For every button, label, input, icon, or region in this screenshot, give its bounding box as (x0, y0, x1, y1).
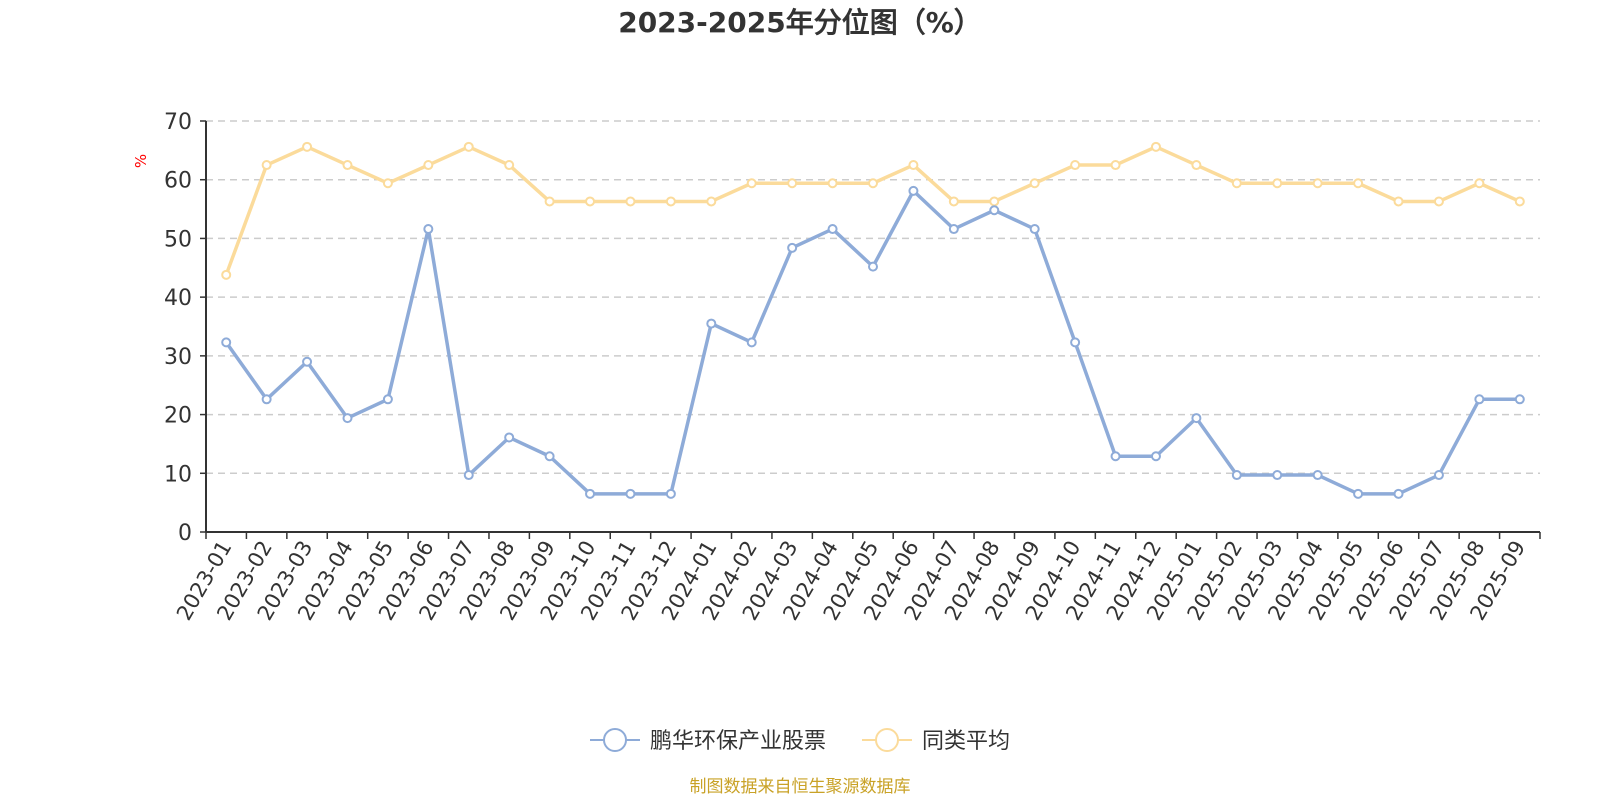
y-tick-label: 60 (164, 169, 192, 194)
series-line (224, 189, 1520, 496)
data-point (868, 178, 878, 189)
data-point (221, 269, 232, 280)
data-point (342, 160, 353, 171)
data-point (261, 394, 272, 405)
data-point (1110, 451, 1121, 462)
data-point (948, 224, 959, 235)
data-point (423, 224, 434, 235)
data-point (787, 178, 798, 189)
series-1 (221, 141, 1525, 280)
data-point (504, 432, 515, 443)
data-point (423, 160, 434, 171)
data-point (1474, 178, 1485, 189)
y-tick-label: 30 (164, 345, 192, 370)
data-point (1272, 470, 1283, 481)
data-point (1272, 178, 1283, 189)
data-point (908, 160, 919, 171)
data-point (261, 160, 272, 171)
source-note: 制图数据来自恒生聚源数据库 (690, 777, 911, 797)
data-point (1312, 470, 1323, 481)
data-point (787, 242, 798, 253)
data-point (1231, 178, 1242, 189)
data-point (665, 488, 676, 499)
data-point (463, 470, 474, 481)
data-point (544, 451, 555, 462)
data-point (1393, 196, 1404, 207)
data-point (1312, 178, 1323, 189)
data-point (706, 318, 717, 329)
data-point (625, 196, 636, 207)
data-point (1110, 160, 1121, 171)
data-point (908, 185, 919, 196)
data-point (585, 196, 596, 207)
data-point (463, 141, 474, 152)
legend-item[interactable]: 同类平均 (862, 728, 1010, 754)
series-lines (221, 141, 1525, 499)
data-point (1433, 196, 1444, 207)
data-point (989, 196, 1000, 207)
data-point (1029, 178, 1040, 189)
data-point (1150, 141, 1161, 152)
data-point (1514, 394, 1525, 405)
y-tick-label: 20 (164, 404, 192, 429)
data-point (827, 224, 838, 235)
data-point (382, 394, 393, 405)
data-point (342, 413, 353, 424)
data-point (1191, 160, 1202, 171)
legend[interactable]: 鹏华环保产业股票 同类平均 (590, 728, 1010, 754)
y-tick-label: 70 (164, 110, 192, 135)
data-point (746, 178, 757, 189)
data-point (746, 337, 757, 348)
data-point (1231, 470, 1242, 481)
data-point (302, 141, 313, 152)
data-point (1393, 488, 1404, 499)
data-point (382, 178, 393, 189)
y-tick-label: 0 (178, 521, 192, 546)
legend-marker-icon (603, 728, 627, 752)
legend-item[interactable]: 鹏华环保产业股票 (590, 728, 826, 754)
legend-marker-icon (875, 728, 899, 752)
data-point (1514, 196, 1525, 207)
chart-title: 2023-2025年分位图（%） (618, 6, 982, 39)
data-point (504, 160, 515, 171)
data-point (544, 196, 555, 207)
data-point (625, 488, 636, 499)
data-point (1353, 178, 1364, 189)
legend-label: 鹏华环保产业股票 (650, 729, 826, 754)
y-tick-label: 40 (164, 286, 192, 311)
data-point (1070, 160, 1081, 171)
data-point (706, 196, 717, 207)
y-axis-unit-label: % (132, 154, 150, 168)
data-point (1070, 337, 1081, 348)
axes: 0102030405060702023-012023-022023-032023… (164, 110, 1541, 624)
data-point (948, 196, 959, 207)
y-tick-label: 10 (164, 462, 192, 487)
data-point (1191, 413, 1202, 424)
data-point (1150, 451, 1161, 462)
data-point (585, 488, 596, 499)
series-0 (221, 185, 1525, 499)
data-point (302, 356, 313, 367)
data-point (1433, 470, 1444, 481)
data-point (665, 196, 676, 207)
data-point (1029, 224, 1040, 235)
data-point (827, 178, 838, 189)
y-tick-label: 50 (164, 227, 192, 252)
data-point (1353, 488, 1364, 499)
data-point (1474, 394, 1485, 405)
data-point (868, 261, 878, 272)
legend-label: 同类平均 (922, 729, 1010, 754)
data-point (989, 205, 1000, 216)
data-point (221, 337, 232, 348)
